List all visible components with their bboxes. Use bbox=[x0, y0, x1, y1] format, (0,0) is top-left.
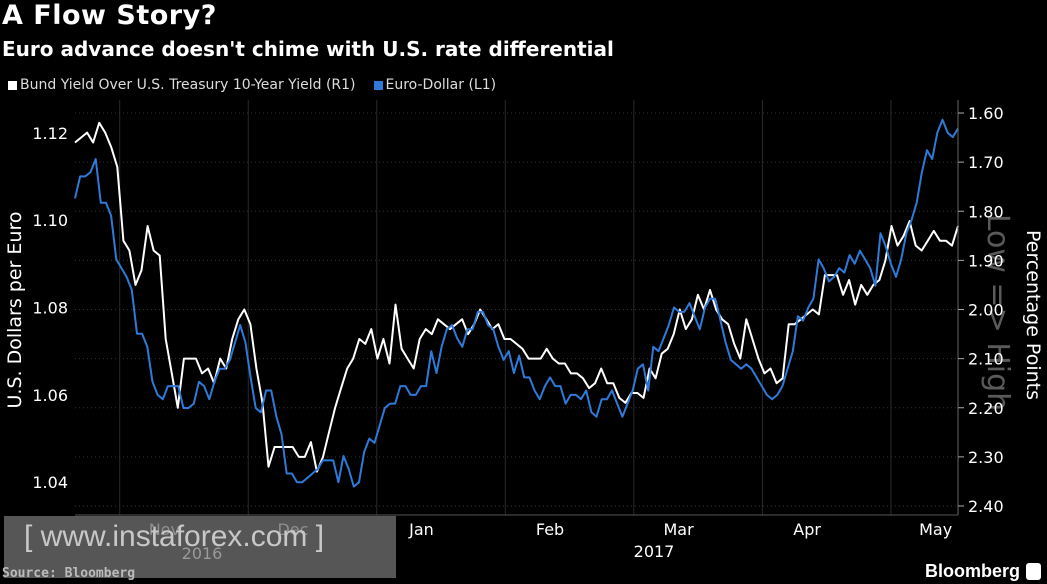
x-tick-label: Apr bbox=[793, 520, 821, 539]
right-axis-ticks: 1.60 1.70 1.80 1.90 2.00 2.10 2.20 2.30 2.40 bbox=[958, 104, 1004, 516]
right-tick-label: 2.20 bbox=[968, 399, 1004, 418]
low-high-watermark: Low => High bbox=[980, 214, 1015, 411]
series-line-bund bbox=[74, 121, 959, 473]
right-tick-label: 1.80 bbox=[968, 202, 1004, 221]
x-tick-label: Mar bbox=[663, 520, 694, 539]
legend: Bund Yield Over U.S. Treasury 10-Year Yi… bbox=[8, 77, 514, 93]
right-tick-label: 2.30 bbox=[968, 448, 1004, 467]
brand-label: Bloomberg bbox=[924, 561, 1020, 581]
x-tick-label: Feb bbox=[536, 520, 564, 539]
left-axis-label: U.S. Dollars per Euro bbox=[4, 212, 26, 409]
bloomberg-lp-icon bbox=[1026, 563, 1041, 580]
right-tick-label: 1.90 bbox=[968, 251, 1004, 270]
left-tick-label: 1.06 bbox=[32, 386, 68, 405]
site-watermark: [ www.instaforex.com ] bbox=[4, 516, 396, 578]
legend-label-bund: Bund Yield Over U.S. Treasury 10-Year Yi… bbox=[20, 77, 356, 93]
legend-label-eur: Euro-Dollar (L1) bbox=[385, 77, 497, 93]
left-axis-ticks: 1.04 1.06 1.08 1.10 1.12 bbox=[32, 124, 68, 492]
right-tick-label: 2.10 bbox=[968, 350, 1004, 369]
source-note: Source: Bloomberg bbox=[2, 566, 136, 581]
chart-title: A Flow Story? bbox=[2, 0, 217, 31]
x-tick-label: May bbox=[919, 520, 952, 539]
right-tick-label: 1.60 bbox=[968, 104, 1004, 123]
legend-swatch-bund bbox=[8, 80, 17, 90]
legend-item-bund: Bund Yield Over U.S. Treasury 10-Year Yi… bbox=[8, 77, 356, 93]
right-tick-label: 2.40 bbox=[968, 497, 1004, 516]
right-tick-label: 2.00 bbox=[968, 301, 1004, 320]
right-tick-label: 1.70 bbox=[968, 153, 1004, 172]
chart-subtitle: Euro advance doesn't chime with U.S. rat… bbox=[2, 37, 614, 61]
x-tick-label: Jan bbox=[408, 520, 434, 539]
gridlines bbox=[75, 100, 958, 515]
watermark-text: [ www.instaforex.com ] bbox=[24, 520, 325, 553]
legend-item-eur: Euro-Dollar (L1) bbox=[373, 77, 497, 93]
left-tick-label: 1.08 bbox=[32, 299, 68, 318]
legend-swatch-eur bbox=[373, 80, 383, 90]
right-axis-label: Percentage Points bbox=[1022, 230, 1044, 400]
left-tick-label: 1.04 bbox=[32, 473, 68, 492]
left-tick-label: 1.10 bbox=[32, 211, 68, 230]
bloomberg-logo: Bloomberg bbox=[925, 561, 1041, 582]
series-line-eur bbox=[74, 118, 959, 488]
x-year-label: 2017 bbox=[634, 542, 675, 561]
left-tick-label: 1.12 bbox=[32, 124, 68, 143]
right-axis-watermark: Low => High bbox=[980, 214, 1015, 411]
series-layer bbox=[74, 118, 959, 488]
